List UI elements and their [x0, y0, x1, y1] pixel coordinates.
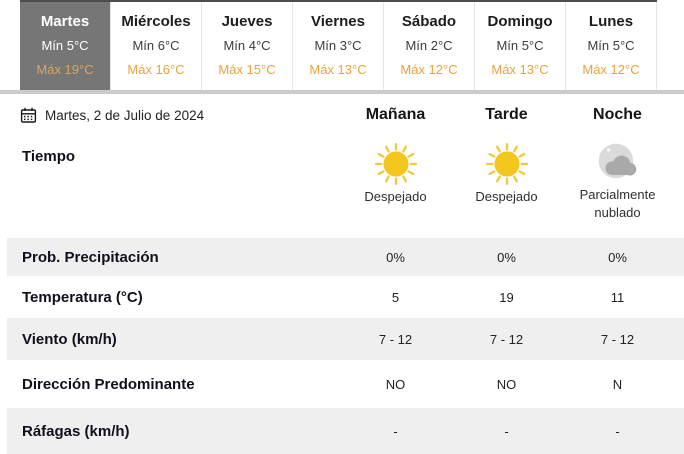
date-text: Martes, 2 de Julio de 2024	[45, 107, 205, 123]
tab-max-temp: Máx 16°C	[127, 62, 185, 77]
tab-min-temp: Mín 2°C	[405, 38, 453, 53]
value-cell: 11	[610, 289, 625, 305]
tab-max-temp: Máx 15°C	[218, 62, 276, 77]
tab-day-viernes[interactable]: Viernes Mín 3°C Máx 13°C	[292, 2, 383, 90]
calendar-icon	[20, 107, 37, 123]
tab-day-jueves[interactable]: Jueves Mín 4°C Máx 15°C	[201, 2, 292, 90]
row-direccion-predominante: Dirección Predominante NO NO N	[0, 360, 684, 408]
row-prob-precipitacion: Prob. Precipitación 0% 0% 0%	[7, 238, 684, 276]
weather-caption: Despejado	[364, 189, 427, 204]
weather-cell-tarde: Despejado	[451, 136, 562, 238]
value-cell: 5	[391, 289, 400, 305]
tab-day-miercoles[interactable]: Miércoles Mín 6°C Máx 16°C	[110, 2, 201, 90]
value-cell: 0%	[497, 249, 516, 265]
row-label: Ráfagas (km/h)	[22, 422, 130, 440]
row-viento: Viento (km/h) 7 - 12 7 - 12 7 - 12	[7, 318, 684, 360]
value-cell: 0%	[608, 249, 627, 265]
tab-day-lunes[interactable]: Lunes Mín 5°C Máx 12°C	[565, 2, 657, 90]
tab-max-temp: Máx 13°C	[491, 62, 549, 77]
tab-min-temp: Mín 4°C	[223, 38, 271, 53]
column-header-noche: Noche	[593, 106, 642, 123]
weather-caption: Despejado	[475, 189, 538, 204]
sun-icon	[374, 142, 417, 186]
tab-day-name: Jueves	[221, 13, 273, 30]
selected-date: Martes, 2 de Julio de 2024	[0, 107, 340, 124]
row-label: Prob. Precipitación	[22, 248, 159, 266]
forecast-detail-table: Prob. Precipitación 0% 0% 0% Temperatura…	[0, 238, 684, 454]
weather-caption: Parcialmente nublado	[579, 187, 656, 220]
tab-min-temp: Mín 3°C	[314, 38, 362, 53]
value-cell: 7 - 12	[600, 331, 635, 347]
weather-cell-manana: Despejado	[340, 136, 451, 238]
row-label: Dirección Predominante	[22, 375, 195, 393]
value-cell: 7 - 12	[489, 331, 524, 347]
value-cell: 7 - 12	[378, 331, 413, 347]
row-temperatura: Temperatura (°C) 5 19 11	[0, 276, 684, 318]
tab-max-temp: Máx 13°C	[309, 62, 367, 77]
value-cell: 0%	[386, 249, 405, 265]
tab-day-name: Sábado	[401, 13, 457, 30]
column-header-tarde: Tarde	[485, 106, 528, 123]
sun-icon	[485, 142, 528, 186]
tab-day-name: Viernes	[311, 13, 365, 30]
tab-day-sabado[interactable]: Sábado Mín 2°C Máx 12°C	[383, 2, 474, 90]
row-rafagas: Ráfagas (km/h) - - -	[7, 408, 684, 454]
tab-day-martes[interactable]: Martes Mín 5°C Máx 19°C	[20, 2, 110, 90]
tab-min-temp: Mín 5°C	[587, 38, 635, 53]
value-cell: -	[393, 423, 398, 439]
tab-max-temp: Máx 12°C	[400, 62, 458, 77]
tab-min-temp: Mín 5°C	[496, 38, 544, 53]
value-cell: -	[615, 423, 620, 439]
row-label: Temperatura (°C)	[22, 288, 143, 306]
tab-min-temp: Mín 5°C	[41, 38, 89, 53]
moon-cloud-icon	[598, 143, 636, 179]
tab-day-name: Martes	[40, 13, 90, 30]
weather-cell-noche: Parcialmente nublado	[562, 136, 673, 238]
tab-max-temp: Máx 12°C	[582, 62, 640, 77]
column-header-manana: Mañana	[365, 106, 426, 123]
value-cell: N	[612, 376, 623, 392]
tab-min-temp: Mín 6°C	[132, 38, 180, 53]
tab-day-name: Miércoles	[121, 13, 191, 30]
value-cell: 19	[499, 289, 514, 305]
value-cell: NO	[496, 376, 517, 392]
tab-strip-separator	[0, 90, 684, 94]
row-label: Viento (km/h)	[22, 330, 117, 348]
tab-day-name: Lunes	[588, 13, 634, 30]
day-tab-strip: Martes Mín 5°C Máx 19°C Miércoles Mín 6°…	[20, 0, 657, 90]
tab-day-domingo[interactable]: Domingo Mín 5°C Máx 13°C	[474, 2, 565, 90]
tab-day-name: Domingo	[487, 13, 553, 30]
date-header-row: Martes, 2 de Julio de 2024 Mañana Tarde …	[0, 94, 684, 136]
value-cell: -	[504, 423, 509, 439]
row-label-tiempo: Tiempo	[22, 148, 76, 165]
weather-condition-row: Tiempo Despejado	[0, 136, 684, 238]
value-cell: NO	[385, 376, 406, 392]
tab-max-temp: Máx 19°C	[36, 62, 94, 77]
